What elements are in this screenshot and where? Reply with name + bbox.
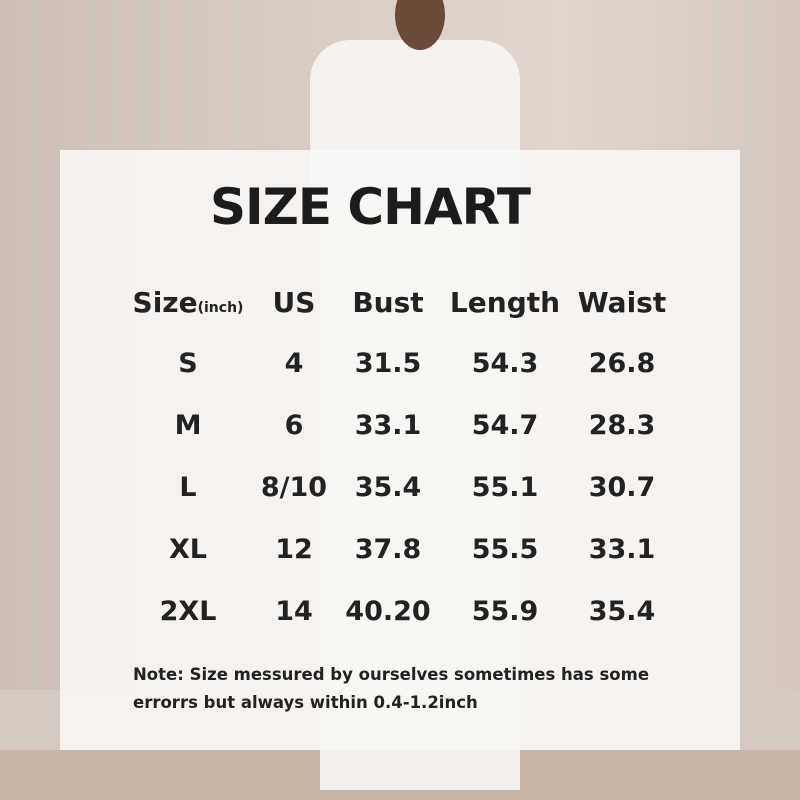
cell-size: S [178, 348, 198, 379]
cell-size: 2XL [159, 596, 217, 627]
cell-waist: 35.4 [588, 596, 656, 627]
cell-length: 55.1 [471, 472, 539, 503]
cell-size: L [179, 472, 197, 503]
note-line-1: Note: Size messured by ourselves sometim… [133, 665, 650, 684]
cell-waist: 28.3 [588, 410, 656, 441]
cell-bust: 40.20 [345, 596, 431, 627]
cell-us: 12 [275, 534, 313, 565]
header-bust: Bust [352, 286, 424, 319]
cell-size: M [174, 410, 202, 441]
cell-waist: 33.1 [588, 534, 656, 565]
header-waist: Waist [577, 286, 667, 319]
size-chart-title: SIZE CHART [209, 178, 531, 236]
cell-us: 8/10 [260, 472, 328, 503]
cell-length: 55.9 [471, 596, 539, 627]
cell-waist: 26.8 [588, 348, 656, 379]
size-chart-panel [60, 150, 740, 750]
cell-waist: 30.7 [588, 472, 656, 503]
cell-us: 14 [275, 596, 313, 627]
cell-bust: 35.4 [354, 472, 422, 503]
cell-us: 4 [284, 348, 304, 379]
cell-us: 6 [284, 410, 304, 441]
cell-bust: 37.8 [354, 534, 422, 565]
cell-length: 54.7 [471, 410, 539, 441]
cell-bust: 33.1 [354, 410, 422, 441]
cell-length: 55.5 [471, 534, 539, 565]
header-size-label: Size [132, 286, 198, 319]
header-size: Size(inch) [113, 286, 263, 319]
cell-length: 54.3 [471, 348, 539, 379]
cell-bust: 31.5 [354, 348, 422, 379]
header-size-unit: (inch) [197, 300, 244, 316]
note-line-2: errorrs but always within 0.4-1.2inch [133, 693, 478, 712]
header-us: US [272, 286, 316, 319]
cell-size: XL [168, 534, 208, 565]
header-length: Length [449, 286, 561, 319]
